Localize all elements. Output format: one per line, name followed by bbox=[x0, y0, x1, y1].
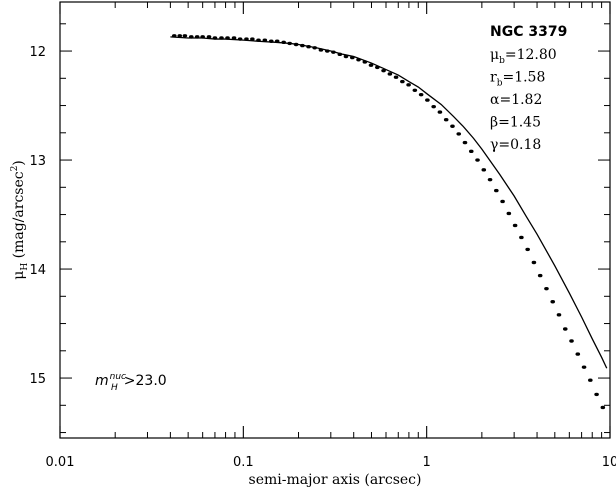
data-point bbox=[581, 365, 587, 369]
data-point bbox=[400, 79, 405, 84]
y-axis-label: μH (mag/arcsec2) bbox=[10, 160, 30, 280]
data-point bbox=[431, 104, 436, 109]
data-point bbox=[418, 92, 424, 97]
data-point bbox=[177, 34, 183, 38]
data-point bbox=[231, 36, 237, 40]
data-points bbox=[171, 34, 606, 410]
x-tick-label: 10 bbox=[602, 455, 616, 470]
data-point bbox=[500, 199, 505, 204]
data-point bbox=[206, 35, 212, 39]
data-point bbox=[425, 98, 430, 102]
y-tick-label: 14 bbox=[29, 263, 46, 278]
data-point bbox=[569, 339, 574, 343]
data-point bbox=[487, 177, 493, 182]
data-point bbox=[182, 34, 188, 38]
data-point bbox=[550, 300, 556, 304]
data-point bbox=[250, 37, 255, 41]
x-tick-label: 0.01 bbox=[46, 455, 75, 470]
y-axis-ticks: 12 13 14 15 bbox=[29, 23, 610, 434]
data-point bbox=[512, 223, 518, 228]
plot-frame bbox=[59, 1, 611, 439]
data-point bbox=[537, 273, 543, 278]
data-point bbox=[437, 110, 443, 114]
data-point bbox=[462, 140, 468, 145]
y-tick-label: 12 bbox=[29, 45, 46, 60]
fit-parameter: α=1.82 bbox=[490, 92, 542, 108]
data-point bbox=[562, 327, 568, 331]
data-point bbox=[544, 286, 549, 291]
data-point bbox=[393, 75, 399, 79]
data-point bbox=[531, 260, 537, 265]
fit-parameter: rb=1.58 bbox=[490, 70, 545, 89]
fit-parameter: γ=0.18 bbox=[490, 137, 541, 153]
fit-parameter: μb=12.80 bbox=[490, 47, 557, 66]
data-point bbox=[594, 392, 599, 397]
y-tick-label: 15 bbox=[29, 372, 46, 387]
y-tick-label: 13 bbox=[29, 154, 46, 169]
data-point bbox=[588, 378, 593, 382]
x-axis-ticks: 0.01 0.1 1 10 bbox=[46, 2, 616, 470]
data-point bbox=[456, 132, 462, 136]
data-point bbox=[406, 83, 411, 87]
data-point bbox=[556, 313, 562, 317]
data-point bbox=[494, 188, 499, 193]
data-point bbox=[387, 72, 393, 76]
data-point bbox=[368, 63, 374, 67]
data-point bbox=[412, 88, 418, 92]
data-point bbox=[600, 405, 606, 410]
x-tick-label: 1 bbox=[423, 455, 431, 470]
data-point bbox=[443, 118, 449, 122]
fit-parameter: β=1.45 bbox=[490, 115, 541, 131]
galaxy-name: NGC 3379 bbox=[490, 24, 567, 40]
data-point bbox=[481, 168, 487, 172]
data-point bbox=[468, 149, 474, 154]
x-tick-label: 0.1 bbox=[233, 455, 254, 470]
data-point bbox=[519, 235, 524, 240]
data-point bbox=[525, 247, 530, 252]
fit-parameters-annotation: NGC 3379 μb=12.80 rb=1.58 α=1.82 β=1.45 γ=0.… bbox=[490, 24, 567, 153]
nucleus-magnitude-limit: mnuc H >23.0 bbox=[95, 372, 167, 393]
x-axis-label: semi-major axis (arcsec) bbox=[249, 472, 422, 488]
data-point bbox=[475, 158, 480, 162]
data-point bbox=[381, 68, 386, 73]
data-point bbox=[575, 352, 581, 356]
model-fit-line bbox=[170, 36, 608, 369]
data-point bbox=[506, 211, 512, 216]
data-point bbox=[450, 124, 455, 128]
